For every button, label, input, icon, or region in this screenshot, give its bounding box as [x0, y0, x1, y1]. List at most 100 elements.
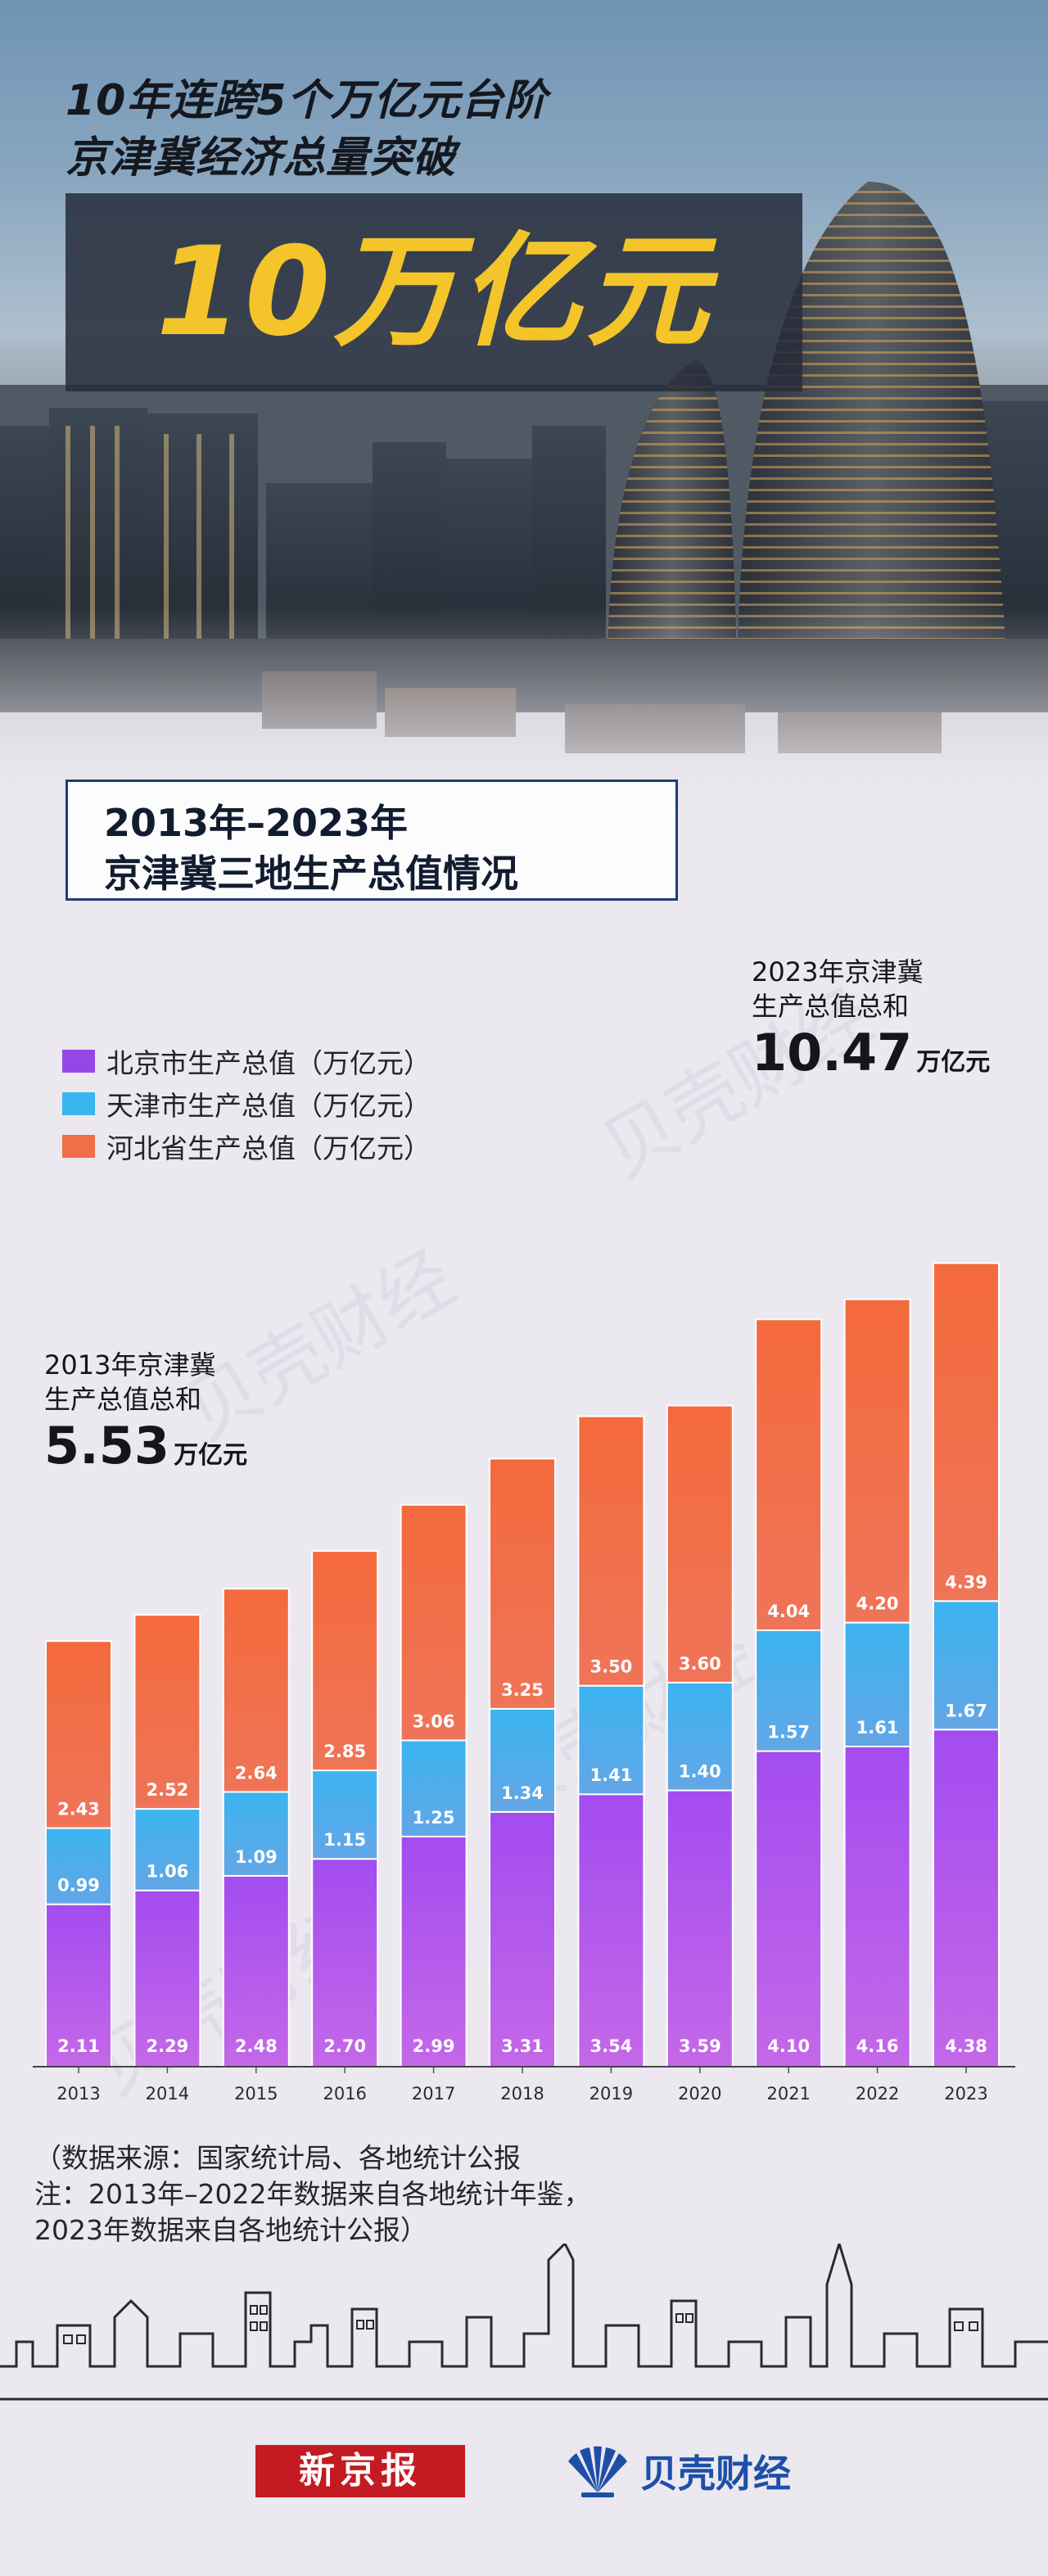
chart-subtitle-box: 2013年–2023年 京津冀三地生产总值情况 — [66, 780, 678, 901]
annotation-2013-total: 2013年京津冀 生产总值总和 5.53 万亿元 — [44, 1348, 247, 1476]
x-tick-label-2015: 2015 — [234, 2084, 278, 2104]
value-label-tianjin-2019: 1.41 — [590, 1765, 632, 1785]
value-label-beijing-2015: 2.48 — [235, 2036, 278, 2056]
city-skyline-illustration — [0, 181, 1048, 827]
bar-hebei-2015 — [222, 1588, 290, 1793]
value-label-beijing-2023: 4.38 — [945, 2036, 987, 2056]
bar-tianjin-2021 — [755, 1629, 823, 1752]
legend-label-tianjin: 天津市生产总值（万亿元） — [106, 1090, 431, 1122]
bar-beijing-2020 — [666, 1789, 734, 2068]
bar-beijing-2023 — [933, 1729, 1000, 2068]
source-note-line-2: 注：2013年–2022年数据来自各地统计年鉴， — [34, 2178, 591, 2210]
value-label-beijing-2018: 3.31 — [501, 2036, 544, 2056]
value-label-hebei-2014: 2.52 — [146, 1780, 188, 1800]
hero-headline-line-1: 10年连跨5个万亿元台阶 — [66, 76, 548, 125]
x-tick-label-2022: 2022 — [856, 2084, 899, 2104]
bar-tianjin-2019 — [577, 1684, 645, 1796]
value-label-hebei-2015: 2.64 — [235, 1763, 278, 1783]
bar-tianjin-2018 — [489, 1707, 556, 1813]
x-tick-label-2017: 2017 — [412, 2084, 455, 2104]
bar-beijing-2022 — [843, 1745, 911, 2068]
value-label-beijing-2022: 4.16 — [856, 2036, 899, 2056]
legend-label-beijing: 北京市生产总值（万亿元） — [106, 1047, 431, 1079]
beike-logo-text: 贝壳财经 — [640, 2452, 791, 2496]
value-label-beijing-2017: 2.99 — [413, 2036, 455, 2056]
hero-headline-line-2: 京津冀经济总量突破 — [66, 133, 457, 183]
bar-hebei-2016 — [311, 1550, 379, 1772]
value-label-tianjin-2017: 1.25 — [413, 1808, 455, 1828]
bar-beijing-2021 — [755, 1750, 823, 2068]
x-tick-label-2019: 2019 — [590, 2084, 633, 2104]
value-label-hebei-2018: 3.25 — [501, 1680, 544, 1700]
annotation-2013-unit: 万亿元 — [174, 1441, 248, 1470]
svg-text:贝壳财经: 贝壳财经 — [81, 1890, 379, 2112]
svg-text:贝壳财经: 贝壳财经 — [474, 1611, 772, 1833]
headline-box: 10万亿元 — [66, 193, 802, 391]
value-label-tianjin-2021: 1.57 — [767, 1723, 810, 1742]
value-label-tianjin-2020: 1.40 — [679, 1762, 721, 1782]
value-label-tianjin-2013: 0.99 — [57, 1876, 100, 1896]
value-label-hebei-2021: 4.04 — [767, 1602, 810, 1621]
value-label-tianjin-2018: 1.34 — [501, 1783, 544, 1803]
value-label-beijing-2020: 3.59 — [679, 2036, 721, 2056]
chart-subtitle-years: 2013年–2023年 — [104, 801, 409, 845]
value-label-beijing-2013: 2.11 — [57, 2036, 100, 2056]
annotation-2023-line-1: 2023年京津冀 — [752, 956, 924, 987]
annotation-2023-total: 2023年京津冀 生产总值总和 10.47 万亿元 — [752, 955, 990, 1082]
legend-item-tianjin: 天津市生产总值（万亿元） — [62, 1082, 431, 1125]
bar-beijing-2013 — [45, 1903, 112, 2068]
x-tick-label-2021: 2021 — [766, 2084, 810, 2104]
annotation-2023-unit: 万亿元 — [916, 1048, 991, 1077]
headline-total: 10万亿元 — [156, 221, 712, 364]
chart-legend: 北京市生产总值（万亿元） 天津市生产总值（万亿元） 河北省生产总值（万亿元） — [62, 1040, 431, 1168]
value-label-beijing-2019: 3.54 — [590, 2036, 632, 2056]
bar-hebei-2014 — [133, 1614, 201, 1810]
legend-item-beijing: 北京市生产总值（万亿元） — [62, 1040, 431, 1082]
value-label-tianjin-2016: 1.15 — [323, 1830, 366, 1850]
bar-tianjin-2013 — [45, 1827, 112, 1905]
x-tick-label-2023: 2023 — [944, 2084, 987, 2104]
legend-item-hebei: 河北省生产总值（万亿元） — [62, 1125, 431, 1168]
annotation-2013-line-2: 生产总值总和 — [44, 1384, 202, 1415]
value-label-beijing-2014: 2.29 — [146, 2036, 188, 2056]
bar-hebei-2020 — [666, 1404, 734, 1683]
source-note-line-3: 2023年数据来自各地统计公报） — [34, 2214, 427, 2246]
bar-hebei-2022 — [843, 1298, 911, 1624]
value-label-tianjin-2022: 1.61 — [856, 1718, 899, 1738]
annotation-2023-line-2: 生产总值总和 — [752, 991, 910, 1022]
bar-beijing-2014 — [133, 1889, 201, 2068]
xinjingbao-logo: 新京报 — [255, 2445, 465, 2497]
bar-beijing-2016 — [311, 1858, 379, 2068]
value-label-tianjin-2023: 1.67 — [945, 1701, 987, 1720]
bar-tianjin-2015 — [222, 1791, 290, 1877]
legend-swatch-beijing — [62, 1050, 95, 1073]
bar-hebei-2013 — [45, 1640, 112, 1829]
x-tick-label-2014: 2014 — [146, 2084, 189, 2104]
value-label-hebei-2020: 3.60 — [679, 1654, 721, 1674]
bar-hebei-2017 — [400, 1503, 468, 1742]
bar-hebei-2019 — [577, 1415, 645, 1687]
bar-tianjin-2016 — [311, 1769, 379, 1860]
value-label-hebei-2022: 4.20 — [856, 1594, 899, 1614]
x-tick-label-2018: 2018 — [500, 2084, 544, 2104]
value-label-hebei-2016: 2.85 — [323, 1742, 366, 1761]
value-label-hebei-2017: 3.06 — [413, 1711, 455, 1731]
value-label-tianjin-2014: 1.06 — [146, 1862, 188, 1882]
source-note-line-1: （数据来源：国家统计局、各地统计公报 — [34, 2142, 521, 2174]
annotation-2013-value: 5.53 — [44, 1416, 169, 1476]
annotation-2023-value: 10.47 — [752, 1023, 913, 1082]
bar-beijing-2018 — [489, 1810, 556, 2068]
bar-tianjin-2023 — [933, 1600, 1000, 1731]
bar-beijing-2015 — [222, 1874, 290, 2068]
legend-swatch-hebei — [62, 1135, 95, 1158]
value-label-hebei-2013: 2.43 — [57, 1800, 100, 1819]
x-tick-label-2016: 2016 — [323, 2084, 366, 2104]
value-label-tianjin-2015: 1.09 — [235, 1847, 278, 1867]
value-label-beijing-2021: 4.10 — [767, 2036, 810, 2056]
bar-hebei-2023 — [933, 1262, 1000, 1602]
bar-tianjin-2022 — [843, 1621, 911, 1747]
legend-label-hebei: 河北省生产总值（万亿元） — [106, 1132, 431, 1164]
bar-hebei-2018 — [489, 1457, 556, 1710]
bar-tianjin-2017 — [400, 1739, 468, 1837]
skyline-outline-illustration — [0, 2244, 1048, 2401]
